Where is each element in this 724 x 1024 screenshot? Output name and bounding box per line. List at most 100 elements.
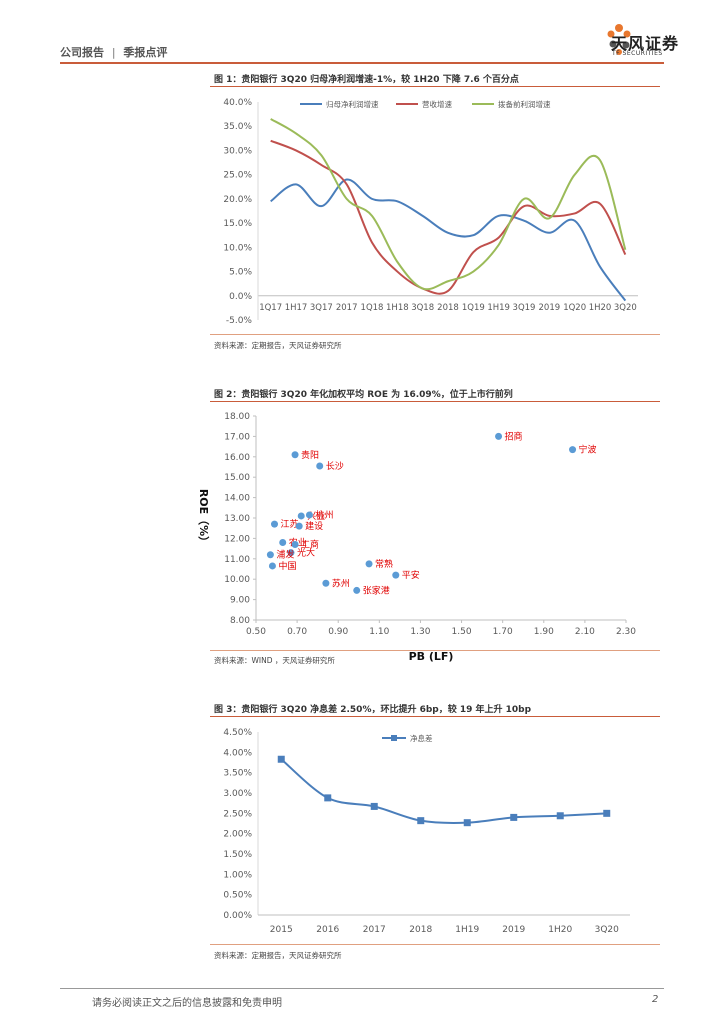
logo-flower-icon [607, 24, 631, 55]
footer-disclaimer: 请务必阅读正文之后的信息披露和免责申明 [92, 998, 282, 1009]
x-tick-label: 1H19 [487, 303, 510, 313]
x-tick-label: 1H20 [548, 925, 572, 935]
x-tick-label: 1Q20 [563, 303, 586, 313]
data-marker [324, 794, 332, 802]
scatter-label: 常熟 [375, 558, 393, 570]
y-tick-label: 3.50% [223, 769, 252, 779]
y-tick-label: 12.00 [224, 534, 250, 544]
y-axis-title: ROE（%） [197, 489, 210, 547]
figure-2-top-rule [210, 401, 660, 402]
x-tick-label: 0.90 [328, 627, 348, 637]
figure-3-top-rule [210, 716, 660, 717]
scatter-point-建设 [295, 522, 303, 530]
data-marker [603, 809, 611, 817]
scatter-point-贵阳 [291, 451, 299, 459]
x-tick-label: 1Q19 [462, 303, 485, 313]
scatter-point-杭州 [305, 511, 313, 519]
figure-2-source: 资料来源：WIND ，天风证券研究所 [214, 656, 335, 665]
x-tick-label: 2018 [409, 925, 432, 935]
figure-3-title: 图 3：贵阳银行 3Q20 净息差 2.50%，环比提升 6bp，较 19 年上… [214, 705, 532, 715]
y-tick-label: 25.0% [223, 171, 252, 181]
scatter-label: 浦发 [276, 549, 294, 561]
legend-label-1: 归母净利润增速 [326, 99, 379, 109]
x-tick-label: 2019 [539, 303, 561, 313]
figure-1-line-chart: -5.0% 0.0% 5.0% 10.0% 15.0% 20.0% 25.0% 30.0% 35… [223, 98, 638, 326]
y-tick-label: 4.50% [223, 728, 252, 738]
scatter-point-中国 [268, 562, 276, 570]
scatter-point-张家港 [353, 586, 361, 594]
figure-3-bottom-rule [210, 944, 660, 945]
x-tick-label: 1Q17 [259, 303, 282, 313]
figure-2-scatter-chart: 8.00 9.00 10.00 11.00 12.00 13.00 14.00 15.00 16… [197, 412, 636, 663]
x-tick-label: 1.70 [493, 627, 513, 637]
y-tick-label: 40.0% [223, 98, 252, 108]
x-tick-label: 2017 [336, 303, 358, 313]
figure-1-top-rule [210, 86, 660, 87]
y-tick-label: 5.0% [229, 268, 252, 278]
scatter-point-农业 [279, 538, 287, 546]
y-tick-label: 10.00 [224, 575, 250, 585]
scatter-label: 张家港 [363, 584, 390, 596]
scatter-label: 兴业 [307, 511, 325, 522]
x-tick-label: 3Q20 [595, 925, 620, 935]
scatter-point-光大 [287, 549, 295, 557]
scatter-label: 中国 [278, 560, 296, 572]
figure-1-title: 图 1：贵阳银行 3Q20 归母净利润增速-1%，较 1H20 下降 7.6 个… [214, 75, 519, 85]
scatter-point-浦发 [266, 551, 274, 559]
x-tick-label: 0.70 [287, 627, 307, 637]
figure-2-bottom-rule [210, 650, 660, 651]
x-tick-label: 0.50 [246, 627, 266, 637]
y-tick-label: 20.0% [223, 195, 252, 205]
x-tick-label: 1Q18 [361, 303, 384, 313]
y-tick-label: 0.50% [223, 891, 252, 901]
scatter-point-宁波 [569, 446, 577, 454]
x-tick-label: 2018 [437, 303, 459, 313]
x-tick-label: 2019 [502, 925, 525, 935]
series-line-1 [280, 758, 607, 824]
y-tick-label: 14.00 [224, 494, 250, 504]
report-subtype: 季报点评 [123, 46, 168, 59]
y-tick-label: 1.00% [223, 870, 252, 880]
scatter-label: 杭州 [315, 509, 333, 521]
y-tick-label: 10.0% [223, 243, 252, 253]
data-marker [556, 812, 564, 820]
y-tick-label: 13.00 [224, 514, 250, 524]
y-tick-label: -5.0% [226, 316, 253, 326]
y-tick-label: 0.0% [229, 292, 252, 302]
report-header: 公司报告 | 季报点评 [60, 44, 167, 60]
figure-3-source: 资料来源：定期报告，天风证券研究所 [214, 951, 342, 960]
y-tick-label: 16.00 [224, 453, 250, 463]
x-tick-label: 1H17 [285, 303, 308, 313]
report-type: 公司报告 [60, 46, 104, 59]
scatter-label: 江苏 [281, 518, 299, 530]
header-separator: | [111, 46, 116, 59]
y-tick-label: 15.00 [224, 473, 250, 483]
legend-label-1: 净息差 [410, 733, 433, 743]
scatter-label: 建设 [305, 520, 323, 532]
scatter-point-长沙 [316, 462, 324, 470]
logo-english: TF SECURITIES [612, 50, 663, 57]
data-marker [463, 819, 471, 827]
scatter-point-苏州 [322, 579, 330, 587]
x-tick-label: 2.30 [616, 627, 636, 637]
x-tick-label: 1H19 [455, 925, 479, 935]
scatter-point-兴业 [297, 512, 305, 520]
y-tick-label: 15.0% [223, 219, 252, 229]
scatter-point-工商 [291, 541, 299, 549]
scatter-point-江苏 [271, 520, 278, 528]
figure-1-source: 资料来源：定期报告，天风证券研究所 [214, 341, 342, 350]
x-tick-label: 2.10 [575, 627, 595, 637]
x-tick-label: 2016 [316, 925, 339, 935]
scatter-label: 贵阳 [301, 449, 319, 461]
y-tick-label: 18.00 [224, 412, 250, 422]
legend-marker-1 [391, 735, 397, 741]
y-tick-label: 2.50% [223, 809, 252, 819]
y-tick-label: 8.00 [230, 616, 250, 626]
x-tick-label: 3Q19 [513, 303, 536, 313]
scatter-point-常熟 [365, 560, 373, 568]
footer-divider [60, 988, 664, 989]
header-divider [60, 62, 664, 64]
x-tick-label: 1.10 [369, 627, 389, 637]
logo-name: 天风证券 [611, 34, 680, 53]
x-tick-label: 1.90 [534, 627, 554, 637]
